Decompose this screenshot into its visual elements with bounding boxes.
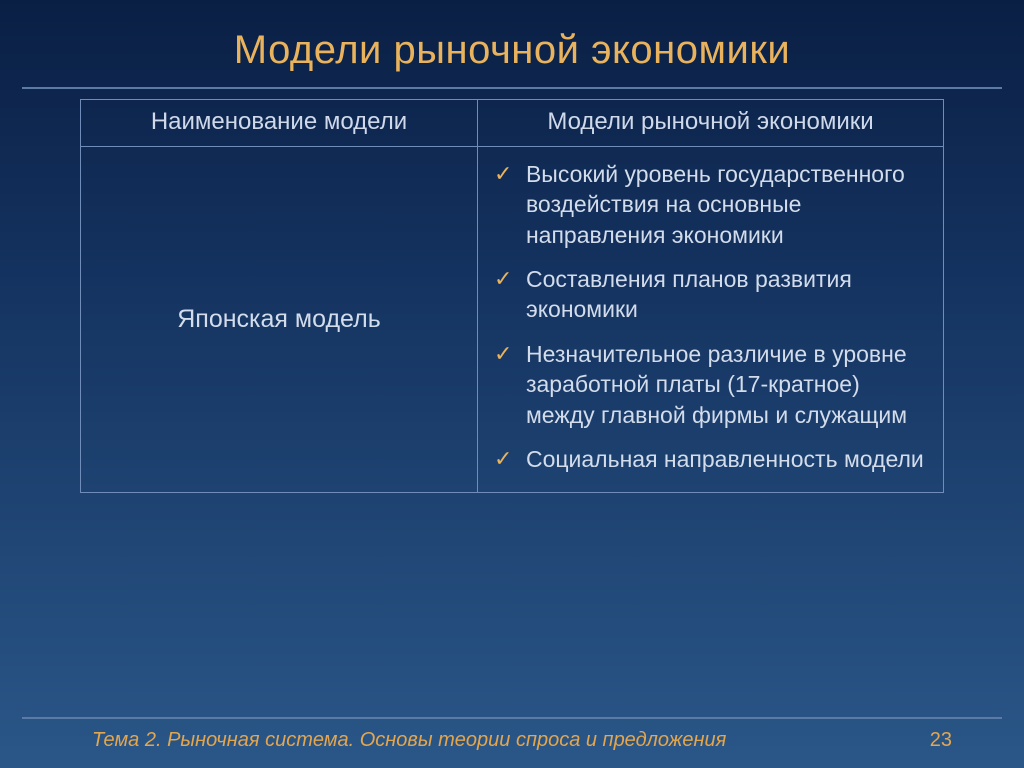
features-list: ✓ Высокий уровень государственного возде… [492,159,929,474]
check-icon: ✓ [494,264,512,293]
models-table: Наименование модели Модели рыночной экон… [80,99,944,493]
check-icon: ✓ [494,339,512,368]
list-item: ✓ Социальная направленность модели [492,444,929,474]
model-name-cell: Японская модель [81,147,478,493]
table-row: Японская модель ✓ Высокий уровень госуда… [81,147,944,493]
list-item: ✓ Высокий уровень государственного возде… [492,159,929,250]
check-icon: ✓ [494,444,512,473]
title-underline [22,87,1002,89]
feature-text: Социальная направленность модели [526,446,924,472]
feature-text: Составления планов развития экономики [526,266,852,322]
table-container: Наименование модели Модели рыночной экон… [80,99,944,493]
check-icon: ✓ [494,159,512,188]
list-item: ✓ Незначительное различие в уровне зараб… [492,339,929,430]
features-cell: ✓ Высокий уровень государственного возде… [477,147,943,493]
footer: Тема 2. Рыночная система. Основы теории … [22,717,1002,752]
footer-text: Тема 2. Рыночная система. Основы теории … [92,729,726,752]
feature-text: Незначительное различие в уровне заработ… [526,341,907,428]
col-header-features: Модели рыночной экономики [477,100,943,147]
page-number: 23 [930,729,952,752]
col-header-name: Наименование модели [81,100,478,147]
feature-text: Высокий уровень государственного воздейс… [526,161,905,248]
list-item: ✓ Составления планов развития экономики [492,264,929,325]
slide-title: Модели рыночной экономики [0,0,1024,73]
